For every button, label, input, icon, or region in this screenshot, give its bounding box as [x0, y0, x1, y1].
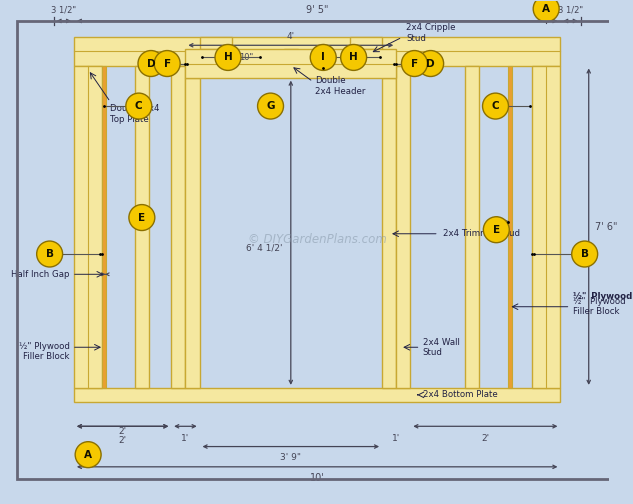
Bar: [74, 66, 103, 388]
Bar: [396, 66, 410, 388]
Bar: [172, 66, 185, 388]
Text: B: B: [580, 249, 589, 259]
Text: D: D: [427, 58, 435, 69]
Circle shape: [482, 93, 508, 119]
Circle shape: [341, 44, 367, 71]
Circle shape: [75, 442, 101, 468]
Text: ½"  Plywood: ½" Plywood: [572, 292, 632, 301]
Text: 2x4 Cripple
Stud: 2x4 Cripple Stud: [406, 23, 456, 43]
Text: Double
2x4 Header: Double 2x4 Header: [315, 76, 365, 96]
Text: Double 2x4
Top Plate: Double 2x4 Top Plate: [110, 104, 160, 124]
Circle shape: [129, 205, 155, 230]
Bar: [382, 78, 396, 388]
Circle shape: [484, 217, 510, 243]
Circle shape: [533, 0, 559, 22]
Bar: [284, 49, 298, 66]
Text: C: C: [492, 101, 499, 111]
Circle shape: [258, 93, 284, 119]
Bar: [185, 78, 199, 388]
Text: D: D: [147, 58, 155, 69]
Text: H: H: [223, 52, 232, 62]
Text: C: C: [135, 101, 142, 111]
Text: 2x4 Wall
Stud: 2x4 Wall Stud: [423, 338, 460, 357]
Circle shape: [215, 44, 241, 71]
Bar: [103, 66, 106, 388]
Text: 2': 2': [481, 434, 489, 444]
Bar: [135, 66, 149, 388]
Bar: [74, 37, 560, 66]
Text: 2x4 Bottom Plate: 2x4 Bottom Plate: [423, 391, 498, 399]
Circle shape: [310, 44, 336, 71]
Text: 3 1/2": 3 1/2": [558, 6, 583, 15]
Text: E: E: [138, 213, 146, 223]
Text: I: I: [322, 52, 325, 62]
Text: A: A: [84, 450, 92, 460]
Text: ½" Plywood
Filler Block: ½" Plywood Filler Block: [19, 342, 70, 361]
Text: F: F: [411, 58, 418, 69]
Text: E: E: [492, 225, 500, 235]
Text: H: H: [349, 52, 358, 62]
Circle shape: [401, 50, 427, 77]
Bar: [508, 66, 511, 388]
Bar: [199, 37, 232, 49]
Text: © DIYGardenPlans.com: © DIYGardenPlans.com: [248, 233, 387, 246]
Bar: [185, 49, 396, 78]
Circle shape: [418, 50, 444, 77]
Bar: [532, 66, 560, 388]
Circle shape: [154, 50, 180, 77]
Circle shape: [138, 50, 164, 77]
Text: 1': 1': [181, 434, 189, 444]
Bar: [349, 37, 382, 49]
Text: 4': 4': [287, 32, 295, 41]
Text: 7' 6": 7' 6": [595, 222, 617, 232]
Text: 6' 4 1/2': 6' 4 1/2': [246, 244, 283, 253]
Text: A: A: [542, 4, 550, 14]
Text: 1': 1': [392, 434, 400, 444]
Circle shape: [37, 241, 63, 267]
Bar: [465, 66, 479, 388]
Text: F: F: [163, 58, 171, 69]
Text: 10': 10': [310, 473, 325, 483]
Text: 2x4 Trimmer Stud: 2x4 Trimmer Stud: [443, 229, 520, 238]
Circle shape: [572, 241, 598, 267]
Circle shape: [126, 93, 152, 119]
Text: Half Inch Gap: Half Inch Gap: [11, 270, 70, 279]
Text: G: G: [266, 101, 275, 111]
Bar: [74, 388, 560, 402]
Text: 9' 5": 9' 5": [306, 5, 329, 15]
Text: ½"  Plywood
Filler Block: ½" Plywood Filler Block: [572, 297, 625, 317]
Text: B: B: [46, 249, 54, 259]
Text: 2': 2': [118, 427, 127, 436]
Text: 2': 2': [118, 436, 127, 446]
Text: 3 1/2": 3 1/2": [51, 6, 77, 15]
Text: 10": 10": [239, 53, 253, 62]
Text: 3' 9": 3' 9": [280, 453, 301, 462]
